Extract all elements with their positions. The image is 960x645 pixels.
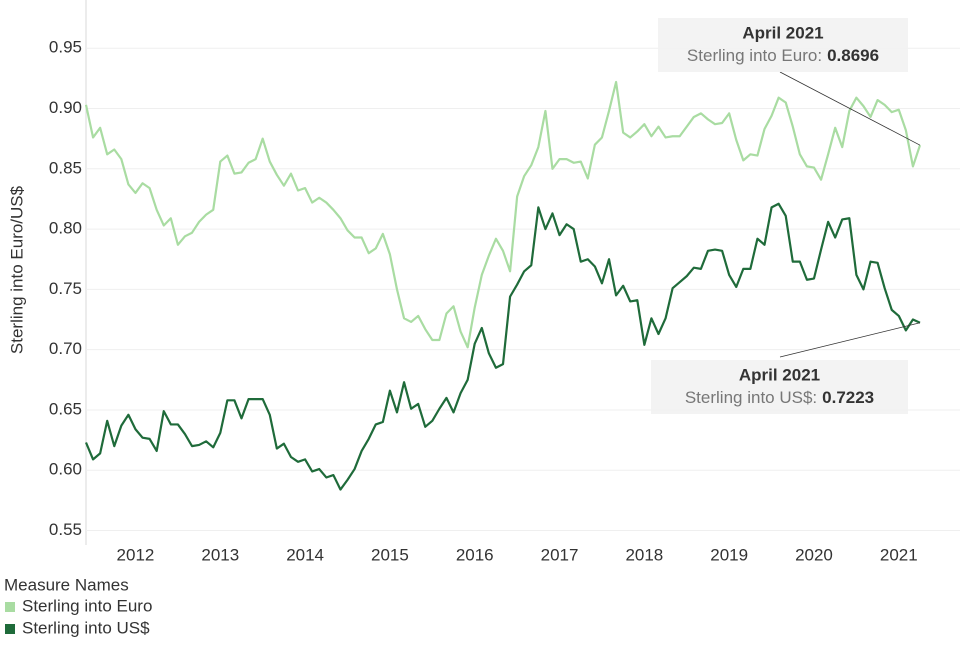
y-tick-label: 0.90 (49, 98, 82, 117)
legend-label: Sterling into Euro (22, 596, 152, 615)
y-tick-label: 0.60 (49, 460, 82, 479)
y-tick-label: 0.65 (49, 399, 82, 418)
y-tick-label: 0.95 (49, 38, 82, 57)
legend-label: Sterling into US$ (22, 618, 150, 637)
x-tick-label: 2016 (456, 545, 494, 564)
annotation-value: 0.8696 (827, 46, 879, 65)
annotation-label: Sterling into Euro: (687, 46, 822, 65)
x-tick-label: 2013 (201, 545, 239, 564)
legend-swatch (5, 602, 15, 612)
x-tick-label: 2012 (117, 545, 155, 564)
x-tick-label: 2015 (371, 545, 409, 564)
annotation-connector (779, 322, 921, 358)
x-tick-label: 2014 (286, 545, 324, 564)
series-line (84, 202, 921, 491)
legend-swatch (5, 624, 15, 634)
annotation-box (651, 360, 908, 414)
legend-title: Measure Names (4, 575, 129, 594)
y-tick-label: 0.80 (49, 219, 82, 238)
annotation-text: Sterling into Euro: 0.8696 (687, 46, 879, 65)
x-tick-label: 2018 (625, 545, 663, 564)
series-line (84, 80, 922, 349)
y-tick-label: 0.75 (49, 279, 82, 298)
annotation-title: April 2021 (739, 365, 820, 384)
x-tick-label: 2019 (710, 545, 748, 564)
x-tick-label: 2021 (880, 545, 918, 564)
annotation-title: April 2021 (742, 23, 823, 42)
annotation-value: 0.7223 (822, 388, 874, 407)
y-tick-label: 0.55 (49, 520, 82, 539)
annotation-box (658, 18, 908, 72)
x-tick-label: 2017 (541, 545, 579, 564)
y-tick-label: 0.70 (49, 339, 82, 358)
y-tick-label: 0.85 (49, 158, 82, 177)
annotation-connector (779, 71, 921, 146)
annotation-label: Sterling into US$: (685, 388, 817, 407)
y-axis-title: Sterling into Euro/US$ (7, 185, 26, 354)
annotation-text: Sterling into US$: 0.7223 (685, 388, 874, 407)
x-tick-label: 2020 (795, 545, 833, 564)
